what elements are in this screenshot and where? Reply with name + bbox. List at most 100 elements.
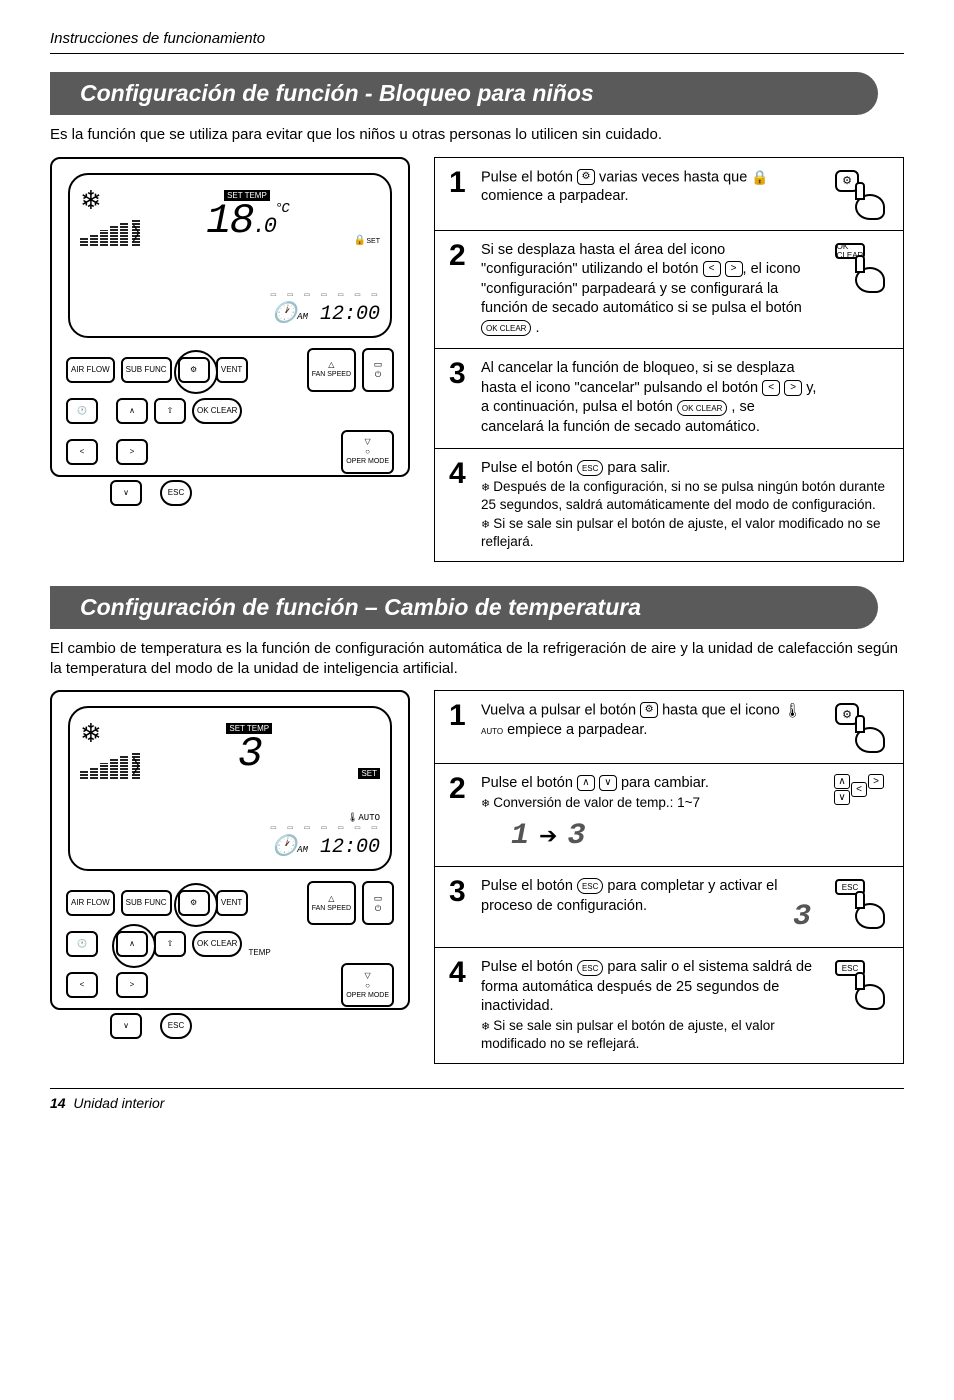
right-button[interactable]: > — [116, 972, 148, 998]
press-esc-icon: ESC — [833, 958, 885, 1010]
press-ok-icon: OK CLEAR — [833, 241, 885, 293]
home-button[interactable]: ⇧ — [154, 931, 186, 957]
step4-note1: Después de la configuración, si no se pu… — [481, 478, 889, 514]
s2-step4: 4 Pulse el botón ESC para salir o el sis… — [435, 948, 903, 1063]
fan-temp-button[interactable]: FAN SPEED — [307, 348, 356, 392]
esc-button[interactable]: ESC — [160, 480, 192, 506]
temp-value: 18.0°C — [206, 203, 288, 241]
section2-content: ❄ 〉 SET TEMP 3 SET 🌡AUTO ▭ ▭ ▭ ▭ ▭ ▭ ▭ 🕐… — [50, 690, 904, 1064]
ok-clear-icon: OK CLEAR — [677, 400, 727, 416]
right-button[interactable]: > — [116, 439, 148, 465]
remote-panel-2: ❄ 〉 SET TEMP 3 SET 🌡AUTO ▭ ▭ ▭ ▭ ▭ ▭ ▭ 🕐… — [50, 690, 410, 1010]
lcd-screen-1: ❄ 〉 SET TEMP 18.0°C 🔒SET ▭ ▭ ▭ ▭ ▭ ▭ ▭ 🕐… — [68, 173, 392, 338]
step4-note2: Si se sale sin pulsar el botón de ajuste… — [481, 515, 889, 551]
left-button[interactable]: < — [66, 972, 98, 998]
right-arrow-icon: > — [784, 380, 802, 396]
step-number: 1 — [449, 168, 473, 198]
step-number: 4 — [449, 958, 473, 988]
step-number: 3 — [449, 359, 473, 389]
section1-intro: Es la función que se utiliza para evitar… — [50, 125, 904, 145]
power-button[interactable]: ▭⏻ — [362, 881, 394, 925]
airflow-button[interactable]: AIR FLOW — [66, 890, 115, 916]
left-arrow-icon: < — [703, 261, 721, 277]
weekday-row: ▭ ▭ ▭ ▭ ▭ ▭ ▭ — [80, 290, 380, 300]
power-button[interactable]: ▭⏻ — [362, 348, 394, 392]
section2-steps: 1 Vuelva a pulsar el botón ⚙ hasta que e… — [434, 690, 904, 1064]
vent-button[interactable]: VENT — [216, 357, 248, 383]
remote-panel-1: ❄ 〉 SET TEMP 18.0°C 🔒SET ▭ ▭ ▭ ▭ ▭ ▭ ▭ 🕐… — [50, 157, 410, 477]
s2-step3: 3 Pulse el botón ESC para completar y ac… — [435, 867, 903, 948]
up-button[interactable]: ∧ — [116, 931, 148, 957]
section1-content: ❄ 〉 SET TEMP 18.0°C 🔒SET ▭ ▭ ▭ ▭ ▭ ▭ ▭ 🕐… — [50, 157, 904, 563]
press-gear-icon: ⚙ — [833, 168, 885, 220]
s1-step3: 3 Al cancelar la función de bloqueo, si … — [435, 349, 903, 448]
esc-icon: ESC — [577, 960, 603, 976]
conversion-display: 1 ➔ 3 — [511, 816, 821, 857]
func-gear-button[interactable]: ⚙ — [178, 357, 210, 383]
left-arrow-icon: < — [762, 380, 780, 396]
fan-temp-button[interactable]: FAN SPEED — [307, 881, 356, 925]
left-button[interactable]: < — [66, 439, 98, 465]
s1-step2: 2 Si se desplaza hasta el área del icono… — [435, 231, 903, 350]
step-number: 3 — [449, 877, 473, 907]
lock-set-icon: 🔒SET — [354, 235, 380, 246]
gear-icon: ⚙ — [577, 169, 595, 185]
step-number: 4 — [449, 459, 473, 489]
timer-button[interactable]: 🕐 — [66, 398, 98, 424]
gear-icon: ⚙ — [640, 702, 658, 718]
section1-steps: 1 Pulse el botón ⚙ varias veces hasta qu… — [434, 157, 904, 563]
s1-step1: 1 Pulse el botón ⚙ varias veces hasta qu… — [435, 158, 903, 231]
down-arrow-icon: ∨ — [599, 775, 617, 791]
press-esc-icon: ESC — [833, 877, 885, 929]
oper-mode-button[interactable]: OPER MODE — [341, 963, 394, 1007]
down-button[interactable]: ∨ — [110, 480, 142, 506]
nav-cluster-icon: ∧∨ < > — [834, 774, 884, 805]
result-value: 3 — [793, 897, 811, 938]
s2-step1: 1 Vuelva a pulsar el botón ⚙ hasta que e… — [435, 691, 903, 764]
clock-display: 🕐AM 12:00 — [80, 300, 380, 326]
lcd-screen-2: ❄ 〉 SET TEMP 3 SET 🌡AUTO ▭ ▭ ▭ ▭ ▭ ▭ ▭ 🕐… — [68, 706, 392, 871]
oper-mode-button[interactable]: OPER MODE — [341, 430, 394, 474]
set-label: SET — [358, 768, 380, 779]
clock-display: 🕐AM 12:00 — [80, 833, 380, 859]
home-button[interactable]: ⇧ — [154, 398, 186, 424]
s1-step4: 4 Pulse el botón ESC para salir. Después… — [435, 449, 903, 561]
section2-intro: El cambio de temperatura es la función d… — [50, 639, 904, 678]
auto-label: 🌡AUTO — [80, 813, 380, 823]
fan-bars: 〉 — [80, 220, 140, 246]
temp-auto-icon: 🌡 — [784, 702, 802, 718]
cool-mode-icon: ❄ — [80, 185, 102, 215]
page-footer: 14 Unidad interior — [50, 1088, 904, 1111]
subfunc-button[interactable]: SUB FUNC — [121, 357, 172, 383]
airflow-button[interactable]: AIR FLOW — [66, 357, 115, 383]
timer-button[interactable]: 🕐 — [66, 931, 98, 957]
esc-icon: ESC — [577, 460, 603, 476]
ok-clear-button[interactable]: OK CLEAR — [192, 398, 242, 424]
ok-clear-button[interactable]: OK CLEAR — [192, 931, 242, 957]
step-number: 1 — [449, 701, 473, 731]
lock-icon: 🔒 — [751, 169, 768, 185]
up-arrow-icon: ∧ — [577, 775, 595, 791]
weekday-row: ▭ ▭ ▭ ▭ ▭ ▭ ▭ — [80, 823, 380, 833]
step2-note: Conversión de valor de temp.: 1~7 — [481, 794, 821, 812]
func-gear-button[interactable]: ⚙ — [178, 890, 210, 916]
step-number: 2 — [449, 774, 473, 804]
vent-button[interactable]: VENT — [216, 890, 248, 916]
s2-step2: 2 Pulse el botón ∧ ∨ para cambiar. Conve… — [435, 764, 903, 867]
subfunc-button[interactable]: SUB FUNC — [121, 890, 172, 916]
cool-mode-icon: ❄ — [80, 718, 102, 748]
up-button[interactable]: ∧ — [116, 398, 148, 424]
ok-clear-icon: OK CLEAR — [481, 320, 531, 336]
page-number: 14 — [50, 1095, 66, 1111]
down-button[interactable]: ∨ — [110, 1013, 142, 1039]
right-arrow-icon: > — [725, 261, 743, 277]
section2-title: Configuración de función – Cambio de tem… — [50, 586, 878, 629]
temp-value-2: 3 — [226, 736, 272, 774]
esc-icon: ESC — [577, 878, 603, 894]
section1-title: Configuración de función - Bloqueo para … — [50, 72, 878, 115]
esc-button[interactable]: ESC — [160, 1013, 192, 1039]
step4-note: Si se sale sin pulsar el botón de ajuste… — [481, 1017, 821, 1053]
fan-bars: 〉 — [80, 753, 140, 779]
footer-label: Unidad interior — [73, 1095, 164, 1111]
page-header: Instrucciones de funcionamiento — [50, 30, 904, 54]
